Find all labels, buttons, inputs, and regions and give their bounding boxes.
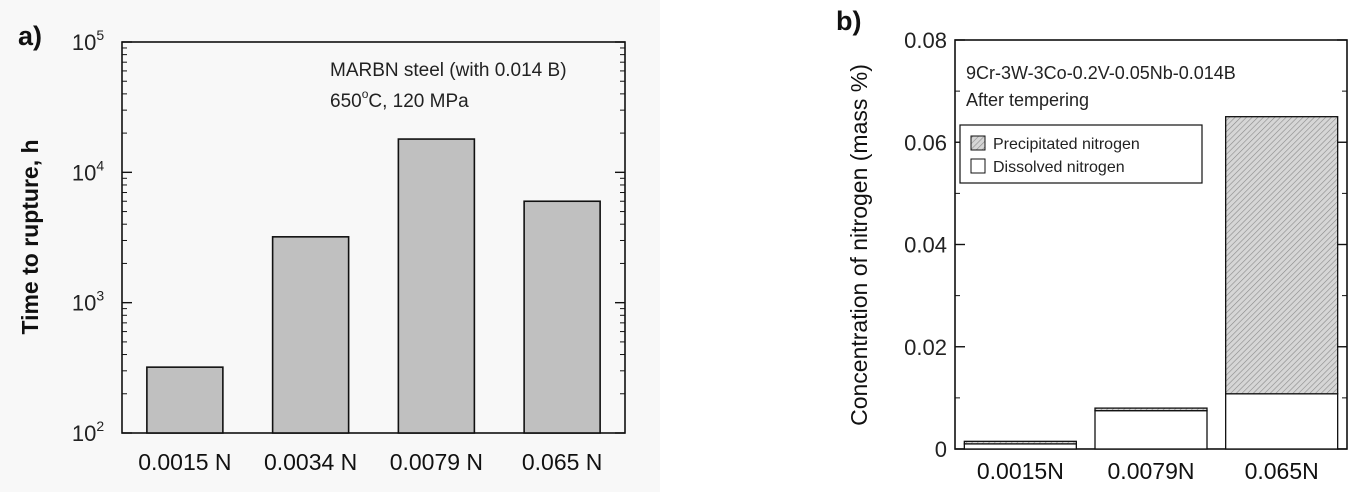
x-tick-label: 0.065N: [1245, 458, 1319, 484]
y-tick-label: 0.06: [904, 130, 947, 155]
bar: [523, 200, 601, 434]
bar-precipitated: [1225, 116, 1339, 395]
bar-precipitated: [1094, 407, 1208, 412]
panel-a-label: a): [18, 21, 42, 51]
panel-a-chart: a) 102 103 104 105 0.0015 N 0.0034 N 0.0079 N…: [0, 0, 660, 492]
x-tick-label: 0.0015 N: [138, 449, 231, 475]
bar-dissolved: [1094, 410, 1208, 450]
legend-label-dissolved: Dissolved nitrogen: [993, 159, 1125, 176]
panel-b-annotation-line1: 9Cr-3W-3Co-0.2V-0.05Nb-0.014B: [966, 63, 1236, 83]
panel-a-annotation: MARBN steel (with 0.014 B) 650oC, 120 MP…: [330, 60, 567, 112]
legend-box: [959, 124, 1203, 184]
y-tick-label: 102: [72, 418, 104, 446]
y-tick-label: 103: [72, 288, 104, 316]
bar-dissolved: [963, 443, 1077, 450]
panel-b-legend: Precipitated nitrogen Dissolved nitrogen: [959, 124, 1203, 184]
y-tick-label: 0: [935, 437, 947, 462]
bar-precipitated: [963, 440, 1077, 445]
panel-b-y-axis-title: Concentration of nitrogen (mass %): [846, 64, 872, 426]
bar: [146, 366, 224, 434]
x-tick-label: 0.0079 N: [390, 449, 483, 475]
y-tick-label: 0.02: [904, 335, 947, 360]
y-tick-label: 105: [72, 27, 104, 55]
y-tick-label: 104: [72, 157, 104, 185]
panel-b-annotation-line2: After tempering: [966, 90, 1089, 110]
panel-b-chart: b) 0 0.02 0.04 0.06 0.08 0.0015N 0.0079N 0.065…: [836, 6, 1348, 484]
x-tick-label: 0.065 N: [522, 449, 603, 475]
bar-dissolved: [1225, 393, 1339, 450]
y-tick-label: 0.08: [904, 28, 947, 53]
x-tick-label: 0.0034 N: [264, 449, 357, 475]
x-tick-label: 0.0015N: [977, 458, 1064, 484]
bar: [397, 138, 476, 434]
panel-a-y-axis-title: Time to rupture, h: [17, 139, 43, 334]
panel-b-label: b): [836, 6, 861, 36]
x-tick-label: 0.0079N: [1108, 458, 1195, 484]
bar: [271, 236, 350, 434]
panel-a-annotation-line1: MARBN steel (with 0.014 B): [330, 60, 567, 81]
legend-swatch-dissolved: [970, 158, 986, 174]
panel-a-annotation-line2: 650oC, 120 MPa: [330, 87, 469, 112]
legend-label-precipitated: Precipitated nitrogen: [993, 136, 1140, 153]
y-tick-label: 0.04: [904, 233, 947, 258]
legend-swatch-precipitated: [970, 135, 986, 151]
